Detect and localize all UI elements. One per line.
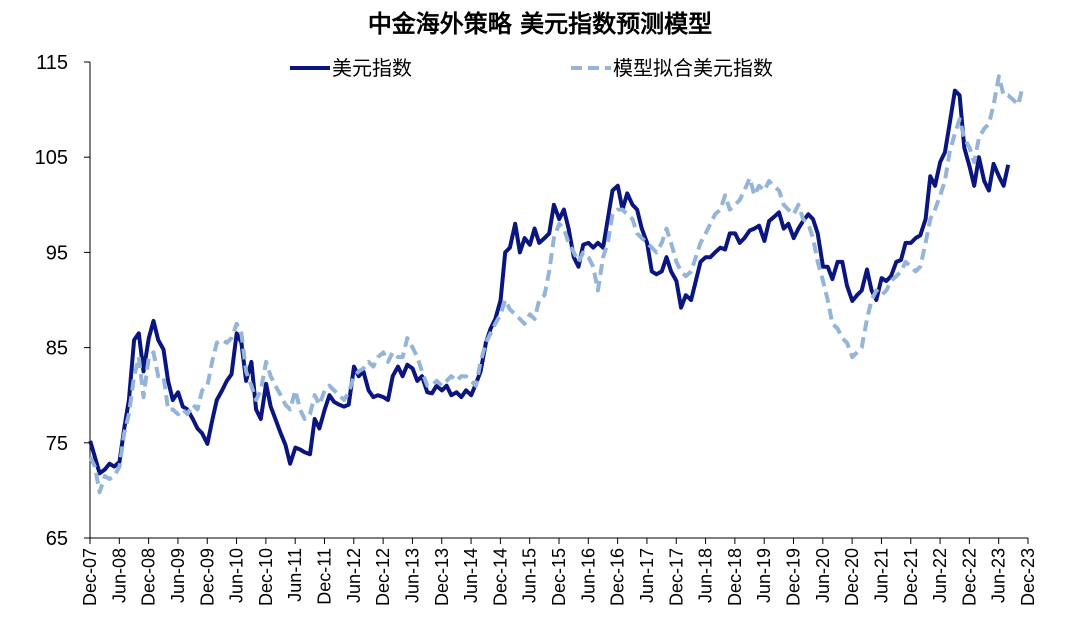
x-tick-label: Dec-12 [373, 548, 393, 606]
x-tick-label: Dec-10 [256, 548, 276, 606]
legend-label: 美元指数 [332, 56, 412, 80]
x-tick-label: Dec-11 [315, 548, 335, 605]
x-tick-label: Dec-21 [901, 548, 921, 606]
x-tick-label: Jun-18 [696, 548, 716, 603]
x-tick-label: Dec-16 [608, 548, 628, 606]
x-tick-label: Dec-08 [139, 548, 159, 606]
y-tick-label: 75 [46, 433, 68, 455]
x-tick-label: Dec-22 [959, 548, 979, 606]
y-tick-label: 115 [36, 52, 68, 74]
y-tick-label: 65 [46, 528, 68, 550]
x-tick-label: Jun-15 [520, 548, 540, 603]
x-tick-label: Jun-21 [871, 548, 891, 603]
x-tick-label: Dec-17 [666, 548, 686, 606]
x-tick-label: Jun-17 [637, 548, 657, 603]
x-tick-label: Jun-19 [754, 548, 774, 603]
y-tick-label: 95 [46, 242, 68, 264]
chart-title: 中金海外策略 美元指数预测模型 [367, 10, 713, 38]
x-tick-label: Dec-15 [549, 548, 569, 606]
x-tick-label: Jun-08 [109, 548, 129, 603]
x-tick-label: Jun-11 [285, 548, 305, 602]
series-line-model-fit [88, 74, 1025, 495]
x-tick-label: Dec-23 [1018, 548, 1038, 606]
x-tick-label: Jun-12 [344, 548, 364, 603]
x-tick-label: Jun-14 [461, 548, 481, 603]
chart-axes: 65 75 85 95 105 115 Dec-07 Jun-08 Dec-08 Jun-09 De… [35, 52, 1038, 606]
legend-label: 模型拟合美元指数 [613, 56, 773, 80]
x-tick-label: Dec-19 [784, 548, 804, 606]
x-tick-label: Jun-20 [813, 548, 833, 603]
x-tick-label: Dec-18 [725, 548, 745, 606]
series-line-usd-index [88, 88, 1011, 476]
x-tick-label: Jun-13 [402, 548, 422, 603]
x-tick-label: Dec-14 [490, 548, 510, 606]
x-tick-label: Jun-10 [227, 548, 247, 603]
x-tick-label: Jun-23 [989, 548, 1009, 603]
x-tick-label: Dec-09 [197, 548, 217, 606]
x-tick-label: Dec-20 [842, 548, 862, 606]
series-layer [88, 74, 1025, 495]
x-tick-label: Dec-13 [432, 548, 452, 606]
x-tick-label: Jun-09 [168, 548, 188, 603]
chart-legend: 美元指数 模型拟合美元指数 [290, 56, 773, 80]
x-tick-label: Jun-16 [578, 548, 598, 603]
y-tick-label: 105 [35, 147, 68, 169]
x-tick-label: Dec-07 [80, 548, 100, 606]
y-tick-label: 85 [46, 338, 68, 360]
x-tick-label: Jun-22 [930, 548, 950, 603]
